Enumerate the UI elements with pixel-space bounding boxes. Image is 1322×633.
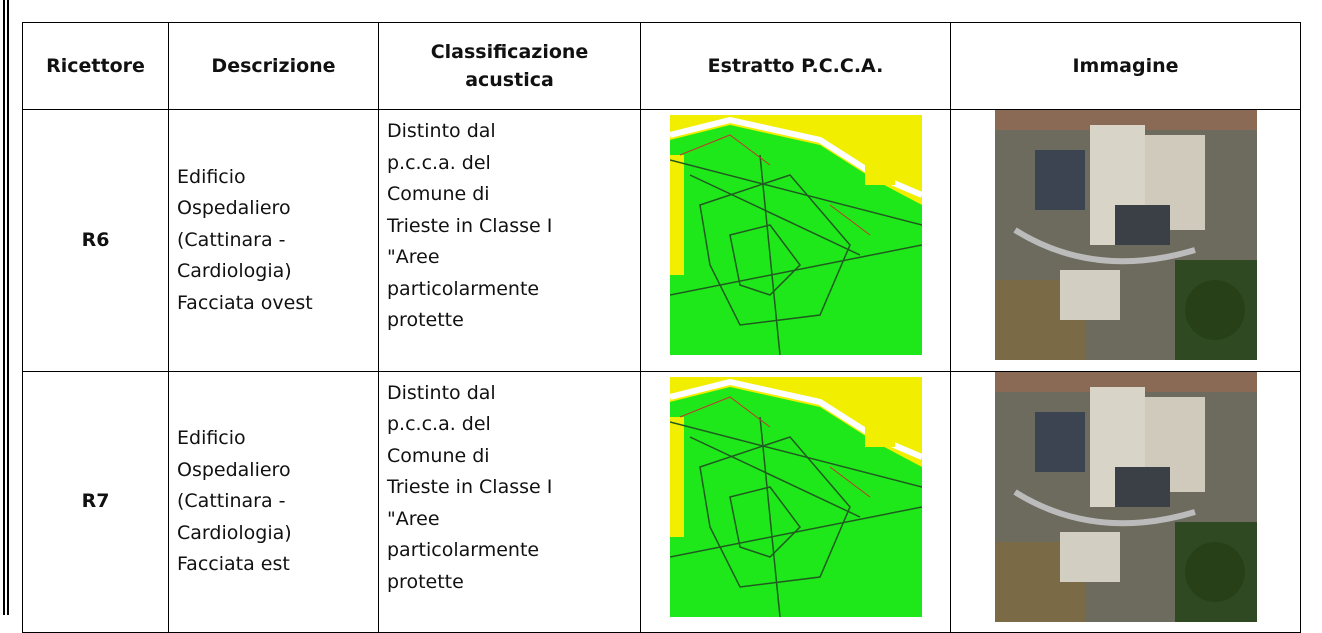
header-cell: Classificazione acustica [378, 22, 641, 110]
description-cell: Edificio Ospedaliero (Cattinara - Cardiolog… [168, 370, 379, 633]
header-cell: Estratto P.C.C.A. [640, 22, 951, 110]
text-line: Trieste in Classe I [387, 214, 553, 237]
page-edge [3, 0, 9, 615]
aerial-photo [994, 110, 1257, 360]
text-line: Comune di [387, 183, 490, 205]
text-line: Estratto P.C.C.A. [707, 55, 884, 77]
text-line: protette [387, 570, 464, 593]
text-line: particolarmente [387, 277, 540, 300]
image-cell [950, 370, 1301, 633]
table-row: R6 Edificio Ospedaliero (Cattinara - Cardiol… [22, 109, 1301, 372]
table-row: R7 Edificio Ospedaliero (Cattinara - Cardiol… [22, 370, 1301, 633]
text-line: Distinto dal [387, 120, 496, 142]
text-line: Ospedaliero [177, 197, 291, 219]
classification-cell: Distinto dal p.c.c.a. del Comune di Trieste… [378, 109, 641, 372]
text-line: (Cattinara - [177, 490, 286, 512]
text-line: Facciata ovest [177, 291, 313, 314]
image-cell [950, 109, 1301, 372]
text-line: Distinto dal [387, 381, 496, 404]
text-line: Facciata est [177, 553, 290, 575]
text-line: Edificio [177, 427, 246, 449]
header-row: Ricettore Descrizione Classificazione acust… [22, 22, 1301, 110]
text-line: "Aree [387, 507, 440, 530]
text-line: p.c.c.a. del [387, 413, 491, 435]
aerial-photo [994, 371, 1257, 622]
text-line: p.c.c.a. del [387, 151, 491, 174]
text-line: protette [387, 309, 464, 331]
text-line: Cardiologia) [177, 521, 292, 544]
receptor-cell: R7 [22, 370, 169, 633]
classification-cell: Distinto dal p.c.c.a. del Comune di Trieste… [378, 370, 641, 633]
header-cell: Descrizione [168, 22, 379, 110]
text-line: Classificazione [430, 41, 589, 63]
text-line: Ricettore [46, 55, 145, 77]
map-cell [640, 109, 951, 372]
text-line: (Cattinara - [177, 228, 286, 251]
text-line: Comune di [387, 444, 490, 467]
text-line: Cardiologia) [177, 260, 292, 282]
receptor-table: Ricettore Descrizione Classificazione acust… [22, 22, 1301, 633]
text-line: Trieste in Classe I [387, 476, 553, 498]
text-line: acustica [465, 69, 554, 91]
pcca-map [668, 115, 923, 356]
table-body: R6 Edificio Ospedaliero (Cattinara - Cardiol… [22, 109, 1301, 633]
page: Ricettore Descrizione Classificazione acust… [3, 0, 1301, 633]
text-line: particolarmente [387, 539, 540, 561]
pcca-map [668, 376, 923, 617]
header-cell: Ricettore [22, 22, 169, 110]
text-line: Ospedaliero [177, 458, 291, 481]
text-line: Descrizione [211, 55, 336, 77]
text-line: Edificio [177, 165, 246, 188]
receptor-cell: R6 [22, 109, 169, 372]
description-cell: Edificio Ospedaliero (Cattinara - Cardiolog… [168, 109, 379, 372]
text-line: Immagine [1072, 55, 1179, 77]
text-line: "Aree [387, 246, 440, 268]
header-cell: Immagine [950, 22, 1301, 110]
map-cell [640, 370, 951, 633]
